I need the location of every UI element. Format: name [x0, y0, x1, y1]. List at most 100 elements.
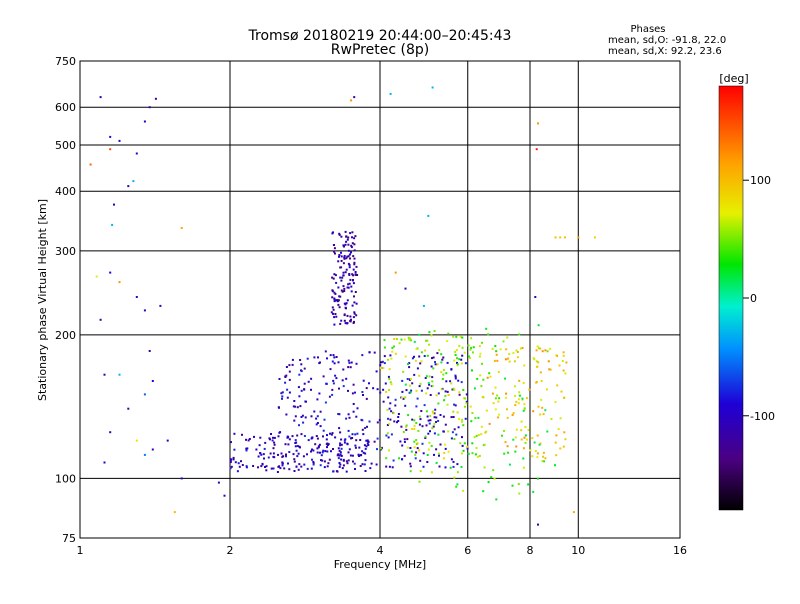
- data-point: [469, 357, 472, 359]
- data-point: [461, 346, 464, 349]
- data-point: [572, 511, 575, 514]
- data-point: [352, 268, 355, 271]
- grid: [79, 60, 681, 539]
- data-point: [418, 449, 421, 452]
- data-point: [426, 354, 429, 357]
- data-point: [470, 346, 473, 349]
- data-point: [417, 429, 420, 432]
- data-point: [554, 441, 557, 444]
- data-point: [539, 442, 542, 445]
- data-point: [248, 438, 251, 440]
- data-point: [465, 400, 468, 403]
- data-point: [478, 345, 481, 348]
- data-point: [549, 368, 552, 371]
- data-point: [497, 416, 500, 419]
- data-point: [368, 420, 371, 423]
- data-point: [426, 415, 429, 418]
- data-point: [474, 417, 477, 420]
- data-point: [346, 462, 349, 465]
- data-point: [350, 251, 352, 254]
- data-point: [414, 453, 417, 456]
- data-point: [522, 447, 525, 450]
- data-point: [295, 441, 298, 444]
- data-point: [340, 266, 343, 269]
- data-point: [376, 421, 379, 424]
- data-point: [270, 433, 272, 435]
- data-point: [454, 377, 457, 380]
- data-point: [544, 409, 547, 412]
- data-point: [504, 358, 507, 361]
- data-point: [347, 236, 350, 239]
- data-point: [358, 455, 360, 457]
- data-point: [391, 346, 394, 349]
- data-point: [441, 378, 444, 380]
- data-point: [435, 461, 438, 464]
- data-point: [411, 418, 414, 421]
- data-point: [495, 498, 498, 501]
- data-point: [333, 297, 336, 300]
- data-point: [451, 431, 454, 434]
- data-point: [544, 457, 547, 460]
- data-point: [518, 394, 521, 397]
- data-point: [232, 456, 235, 459]
- data-point: [352, 460, 354, 463]
- data-point: [353, 295, 355, 298]
- data-point: [364, 452, 367, 455]
- data-point: [320, 459, 322, 462]
- data-point: [406, 438, 409, 441]
- data-point: [337, 453, 340, 456]
- data-point: [350, 437, 352, 440]
- data-point: [403, 338, 406, 341]
- data-point: [361, 391, 364, 393]
- data-point: [512, 438, 515, 441]
- data-point: [368, 382, 370, 385]
- data-point: [288, 370, 291, 373]
- data-point: [433, 453, 435, 456]
- data-point: [345, 257, 348, 260]
- data-point: [350, 361, 353, 364]
- data-point: [135, 152, 138, 155]
- data-point: [501, 434, 503, 437]
- data-point: [255, 448, 258, 451]
- data-point: [391, 466, 394, 469]
- data-point: [351, 231, 354, 234]
- x-tick-label: 16: [673, 544, 687, 557]
- data-point: [323, 460, 326, 463]
- data-point: [425, 392, 428, 395]
- data-point: [535, 148, 538, 151]
- data-point: [269, 452, 272, 455]
- data-point: [352, 279, 354, 281]
- data-point: [337, 361, 340, 364]
- data-point: [348, 416, 351, 419]
- data-point: [293, 419, 296, 422]
- data-point: [479, 374, 482, 377]
- data-point: [272, 455, 275, 458]
- data-point: [424, 437, 427, 439]
- data-point: [333, 300, 336, 303]
- data-point: [506, 408, 508, 411]
- data-point: [486, 376, 489, 379]
- data-point: [415, 422, 418, 424]
- data-point: [475, 447, 478, 449]
- data-point: [386, 408, 389, 411]
- data-point: [323, 418, 326, 421]
- data-point: [480, 385, 483, 388]
- data-point: [337, 286, 340, 289]
- data-point: [546, 350, 549, 353]
- data-point: [414, 457, 417, 460]
- data-point: [333, 291, 336, 294]
- data-point: [332, 312, 334, 315]
- data-point: [393, 420, 396, 423]
- data-point: [353, 312, 356, 315]
- data-point: [547, 360, 550, 363]
- data-point: [534, 296, 537, 298]
- data-point: [316, 447, 319, 450]
- data-point: [302, 455, 305, 458]
- data-point: [343, 313, 346, 316]
- data-point: [388, 422, 391, 425]
- data-point: [300, 389, 303, 392]
- data-point: [409, 465, 412, 468]
- data-point: [276, 471, 279, 473]
- data-point: [352, 410, 355, 413]
- data-point: [465, 402, 468, 405]
